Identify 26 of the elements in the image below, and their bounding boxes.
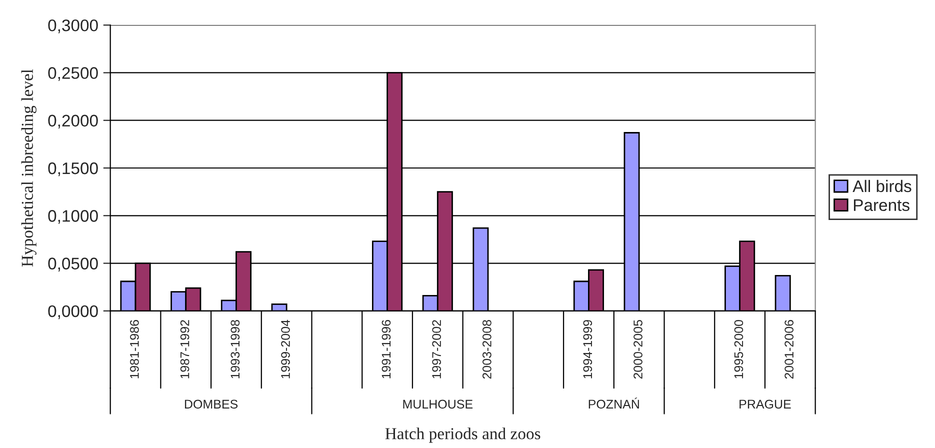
y-tick-label: 0,2500 xyxy=(48,67,98,81)
text: MULHOUSE xyxy=(403,400,473,409)
x-tick-label: 2000-2005 xyxy=(634,320,642,379)
x-tick-label: 1994-1999 xyxy=(583,320,592,378)
x-tick-label: 1993-1998 xyxy=(230,320,240,378)
x-tick-label: 2003-2008 xyxy=(482,320,492,379)
x-tick-label: 1995-2000 xyxy=(734,320,744,378)
text: DOMBES xyxy=(184,400,238,409)
legend-label: All birds xyxy=(852,180,912,192)
y-tick-label: 0,1500 xyxy=(48,162,98,176)
x-tick-label: 1987-1992 xyxy=(180,320,190,378)
y-tick-label: 0,0500 xyxy=(48,258,98,272)
x-tick-label: 1999-2004 xyxy=(281,320,290,378)
x-tick-label: 1981-1986 xyxy=(130,320,139,378)
x-tick-label: 2001-2006 xyxy=(784,320,794,379)
x-axis-title: Hatch periods and zoos xyxy=(385,428,540,443)
x-tick-label: 1991-1996 xyxy=(382,320,391,378)
text: POZNAŃ xyxy=(588,398,639,409)
y-tick-label: 0,2000 xyxy=(48,114,98,129)
y-tick-label: 0,3000 xyxy=(48,19,98,34)
y-tick-label: 0,1000 xyxy=(48,210,98,224)
legend-label: Parents xyxy=(854,199,910,212)
y-axis-title: Hypothetical inbreeding level xyxy=(21,69,36,267)
x-tick-label: 1997-2002 xyxy=(432,320,441,378)
y-tick-label: 0,0000 xyxy=(48,305,98,320)
text: PRAGUE xyxy=(740,400,791,409)
